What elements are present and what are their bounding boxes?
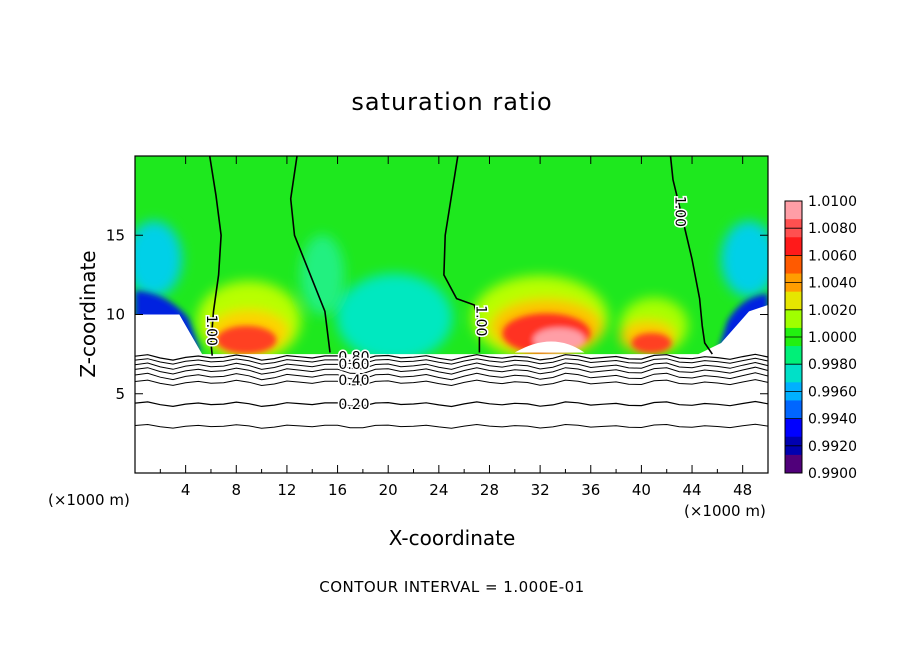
- field-blob: [336, 273, 453, 362]
- y-tick-label: 5: [115, 385, 125, 403]
- field-core: [216, 325, 277, 354]
- contour-label: 1.00: [671, 196, 687, 227]
- colorbar-label: 0.9980: [808, 357, 857, 373]
- x-tick-label: 36: [581, 481, 600, 499]
- colorbar-label: 1.0080: [808, 221, 857, 237]
- x-tick-label: 40: [632, 481, 651, 499]
- x-tick-label: 20: [379, 481, 398, 499]
- saturation-field: [135, 156, 768, 473]
- colorbar-label: 0.9940: [808, 412, 857, 428]
- colorbar-swatch: [785, 418, 802, 438]
- x-tick-label: 24: [429, 481, 448, 499]
- colorbar-label: 1.0000: [808, 330, 857, 346]
- contour-0.60: [135, 361, 768, 370]
- contour-label: 0.40: [338, 373, 369, 389]
- field-blob: [721, 221, 768, 298]
- colorbar: [784, 200, 803, 474]
- colorbar-swatch: [785, 364, 802, 383]
- field-blob: [300, 234, 345, 315]
- x-tick-label: 4: [181, 481, 191, 499]
- sub-cloud-area: [135, 304, 768, 473]
- colorbar-label: 0.9920: [808, 439, 857, 455]
- x-unit-label-left: (×1000 m): [48, 491, 130, 509]
- y-tick-label: 10: [106, 306, 125, 324]
- contour-0.80: [135, 353, 768, 361]
- x-tick-label: 44: [682, 481, 701, 499]
- contour-0.20: [135, 400, 768, 408]
- colorbar-swatch: [785, 201, 802, 220]
- chart-title: saturation ratio: [351, 88, 553, 116]
- contour-lines: [135, 156, 768, 429]
- contour-0.30: [135, 379, 768, 387]
- contour-1.00: [208, 156, 222, 356]
- x-tick-label: 32: [531, 481, 550, 499]
- colorbar-swatch: [785, 309, 802, 329]
- contour-0.50: [135, 366, 768, 375]
- colorbar-swatch: [785, 346, 802, 365]
- contour-1.00: [289, 156, 331, 353]
- colorbar-swatch: [785, 291, 802, 311]
- contour-labels: 1.00 1.00 1.00 0.800.600.40 0.20: [201, 194, 688, 414]
- x-unit-label-right: (×1000 m): [684, 502, 766, 520]
- x-axis-label: X-coordinate: [388, 526, 516, 550]
- contour-0.70: [135, 357, 768, 365]
- colorbar-label: 1.0020: [808, 303, 857, 319]
- colorbar-swatch: [785, 454, 802, 474]
- contour-1.00: [669, 156, 713, 355]
- x-axis-ticks: 4 8 12 16 20 24 28 32 36 40 44 48: [159, 156, 752, 499]
- colorbar-label: 1.0100: [808, 194, 857, 210]
- x-tick-label: 8: [232, 481, 242, 499]
- colorbar-label: 0.9960: [808, 384, 857, 400]
- contour-label: 1.00: [203, 315, 219, 346]
- y-tick-label: 15: [106, 226, 125, 244]
- field-core: [631, 333, 672, 354]
- contour-0.10: [135, 423, 768, 429]
- field-blob: [135, 221, 182, 298]
- contour-label: 1.00: [473, 305, 489, 336]
- contour-label: 0.20: [338, 397, 369, 413]
- contour-0.40: [135, 372, 768, 381]
- y-axis-label: Z-coordinate: [76, 250, 100, 378]
- contour-1.00: [443, 156, 481, 353]
- sub-cloud-notch: [514, 341, 585, 353]
- contour-label: 0.80: [338, 349, 369, 365]
- y-axis-ticks: 5 10 15: [106, 226, 768, 403]
- x-tick-label: 12: [277, 481, 296, 499]
- colorbar-swatch: [785, 237, 802, 256]
- x-tick-label: 16: [328, 481, 347, 499]
- colorbar-label: 1.0040: [808, 276, 857, 292]
- x-tick-label: 28: [480, 481, 499, 499]
- contour-label: 0.60: [338, 357, 369, 373]
- colorbar-swatch: [785, 400, 802, 420]
- contour-interval-note: CONTOUR INTERVAL = 1.000E-01: [319, 578, 585, 596]
- colorbar-label: 1.0060: [808, 248, 857, 264]
- colorbar-labels: 1.0100 1.0080 1.0060 1.0040 1.0020 1.0000 0.99…: [808, 194, 857, 482]
- colorbar-label: 0.9900: [808, 466, 857, 482]
- x-tick-label: 48: [733, 481, 752, 499]
- colorbar-swatch: [785, 255, 802, 275]
